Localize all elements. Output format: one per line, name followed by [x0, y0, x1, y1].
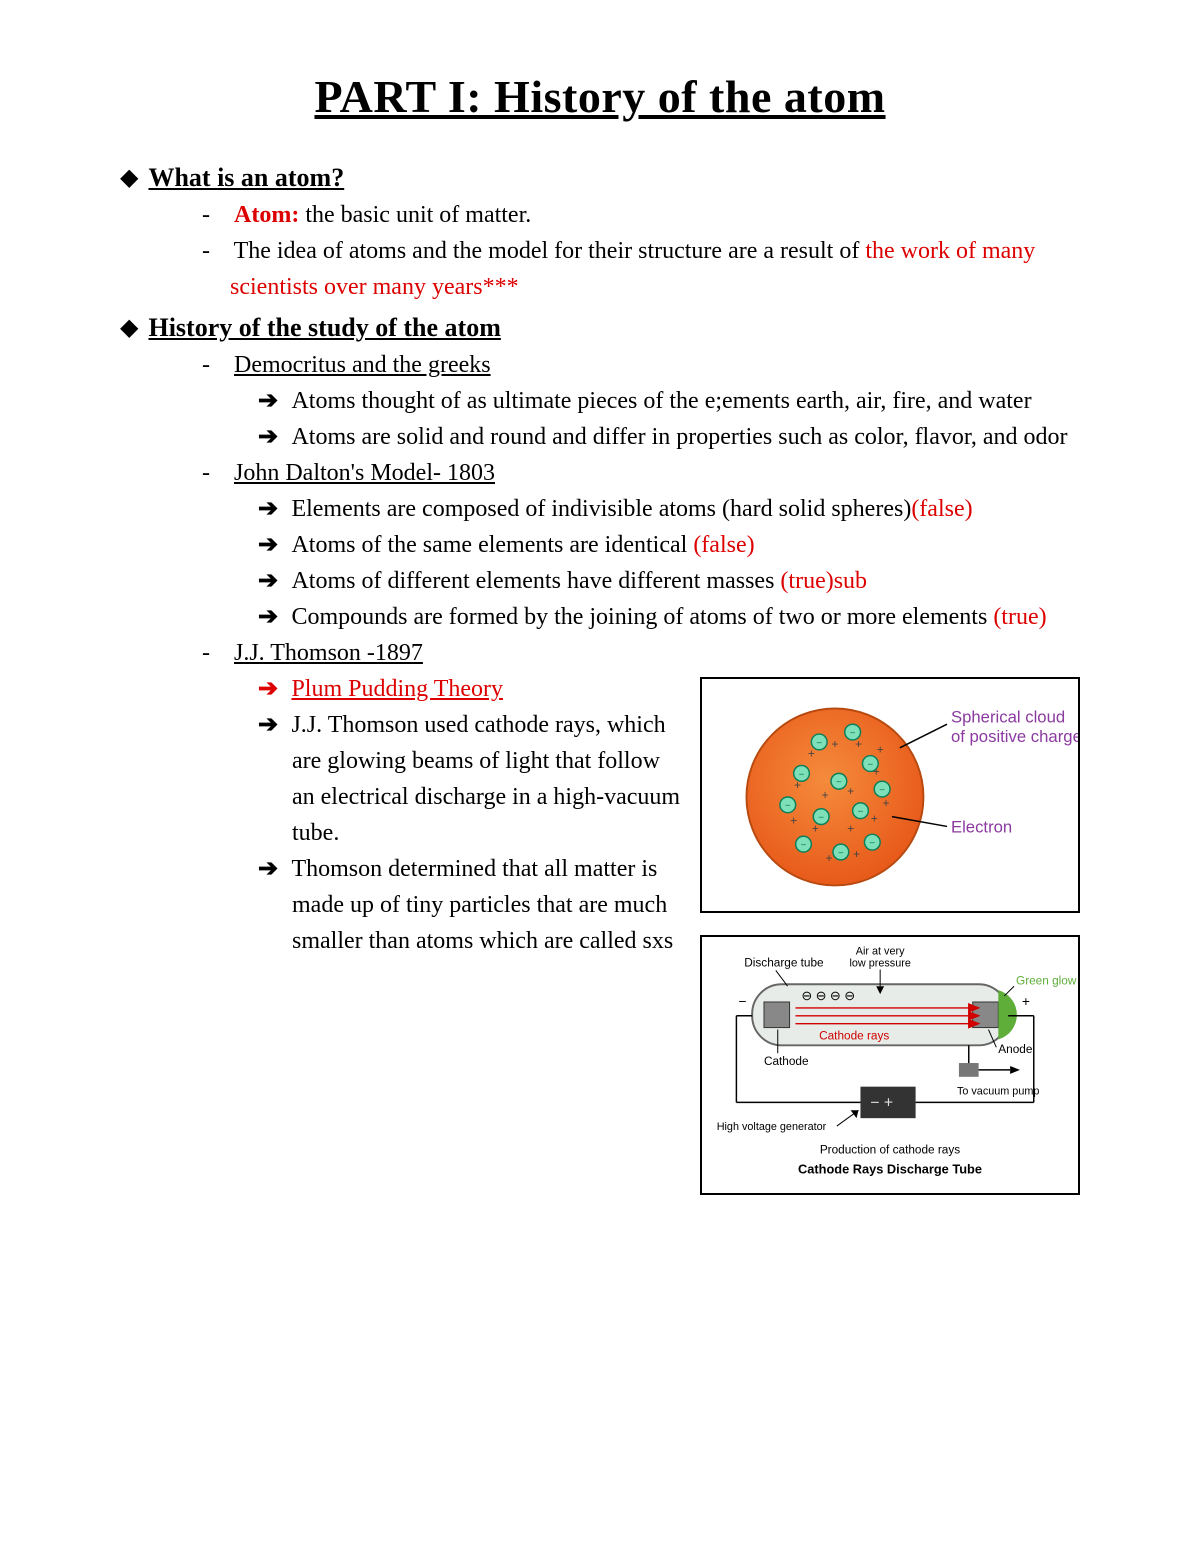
label-vacuum: To vacuum pump [957, 1086, 1039, 1098]
diamond-icon: ◆ [120, 166, 138, 190]
bullet-atom-def: Atom: the basic unit of matter. [230, 197, 1080, 233]
svg-text:+: + [871, 813, 878, 826]
svg-text:−: − [869, 838, 875, 849]
svg-text:−: − [785, 801, 791, 812]
section-header-text: History of the study of the atom [148, 313, 500, 343]
svg-text:+: + [1022, 994, 1030, 1009]
dalton-title: John Dalton's Model- 1803 [234, 460, 495, 486]
vacuum-valve [959, 1063, 979, 1077]
cathode-rays [795, 1004, 978, 1028]
svg-text:−: − [879, 785, 885, 796]
caption-1: Production of cathode rays [820, 1143, 960, 1157]
arrow-thomson-3: Thomson determined that all matter is ma… [292, 851, 688, 959]
label-cathode: Cathode [764, 1054, 809, 1068]
label-hv: High voltage generator [717, 1121, 827, 1133]
label-air-1: Air at very [856, 946, 905, 958]
note: (false) [693, 532, 754, 558]
svg-text:+: + [808, 748, 815, 761]
arrow-thomson-1: Plum Pudding Theory [292, 671, 688, 707]
text: Compounds are formed by the joining of a… [291, 604, 993, 630]
cathode-electrode [764, 1002, 790, 1028]
arrow-democritus-1: Atoms thought of as ultimate pieces of t… [292, 383, 1080, 419]
svg-text:+: + [853, 848, 860, 861]
text: Atoms of the same elements are identical [291, 532, 693, 558]
svg-text:−: − [738, 994, 746, 1009]
svg-text:−: − [850, 728, 856, 739]
text: Atoms thought of as ultimate pieces of t… [291, 388, 1031, 414]
label-discharge: Discharge tube [744, 956, 824, 970]
arrow-dalton-2: Atoms of the same elements are identical… [292, 527, 1080, 563]
label-cloud-2: of positive charge [951, 727, 1078, 746]
label-electron: Electron [951, 817, 1012, 836]
svg-text:+: + [877, 744, 884, 757]
plum-pudding-label: Plum Pudding Theory [291, 676, 503, 702]
arrow-dalton-1: Elements are composed of indivisible ato… [292, 491, 1080, 527]
atom-sphere [746, 708, 923, 885]
atom-label: Atom: [234, 202, 299, 228]
text: J.J. Thomson used cathode rays, which ar… [291, 712, 680, 846]
text: Atoms are solid and round and differ in … [291, 424, 1067, 450]
text: Thomson determined that all matter is ma… [291, 856, 673, 954]
electron-symbols: ⊖ ⊖ ⊖ ⊖ [801, 988, 855, 1003]
label-cloud-1: Spherical cloud [951, 707, 1065, 726]
section-what-is-atom: ◆ What is an atom? [120, 163, 1080, 193]
label-air-2: low pressure [849, 958, 910, 970]
atom-def-text: the basic unit of matter. [299, 202, 531, 228]
section-header-text: What is an atom? [148, 163, 344, 193]
svg-text:+: + [847, 822, 854, 835]
note: (false) [911, 496, 972, 522]
green-glow [998, 990, 1017, 1039]
bullet-thomson: J.J. Thomson -1897 [230, 635, 1080, 671]
svg-text:−: − [799, 769, 805, 780]
note: (true) [993, 604, 1046, 630]
thomson-title: J.J. Thomson -1897 [234, 640, 423, 666]
arrow-dalton-3: Atoms of different elements have differe… [292, 563, 1080, 599]
text: Elements are composed of indivisible ato… [291, 496, 911, 522]
svg-text:−: − [836, 777, 842, 788]
svg-text:+: + [847, 785, 854, 798]
svg-text:+: + [832, 738, 839, 751]
svg-text:−: − [801, 840, 807, 851]
bullet-dalton: John Dalton's Model- 1803 [230, 455, 1080, 491]
svg-text:−: − [816, 738, 822, 749]
svg-text:+: + [826, 852, 833, 865]
bullet-democritus: Democritus and the greeks [230, 347, 1080, 383]
label-anode: Anode [998, 1042, 1033, 1056]
page-title: PART I: History of the atom [120, 70, 1080, 123]
svg-text:− +: − + [870, 1094, 893, 1111]
svg-text:+: + [883, 797, 890, 810]
bullet-atom-idea: The idea of atoms and the model for thei… [230, 233, 1080, 305]
label-rays: Cathode rays [819, 1028, 889, 1042]
democritus-title: Democritus and the greeks [234, 352, 491, 378]
label-green: Green glow [1016, 973, 1077, 987]
arrow-dalton-4: Compounds are formed by the joining of a… [292, 599, 1080, 635]
caption-2: Cathode Rays Discharge Tube [798, 1161, 982, 1176]
figure-cathode-tube: ⊖ ⊖ ⊖ ⊖ Cathode rays − [700, 935, 1080, 1195]
arrow-thomson-2: J.J. Thomson used cathode rays, which ar… [292, 707, 688, 851]
svg-text:−: − [838, 848, 844, 859]
note: (true)sub [780, 568, 867, 594]
svg-text:+: + [790, 814, 797, 827]
diamond-icon: ◆ [120, 316, 138, 340]
text: Atoms of different elements have differe… [291, 568, 780, 594]
arrow-democritus-2: Atoms are solid and round and differ in … [292, 419, 1080, 455]
svg-text:−: − [818, 813, 824, 824]
section-history: ◆ History of the study of the atom [120, 313, 1080, 343]
svg-text:−: − [858, 807, 864, 818]
svg-text:+: + [822, 789, 829, 802]
idea-text-a: The idea of atoms and the model for thei… [234, 238, 866, 264]
figure-plum-pudding: +++++++++++++++ −−−−−−−−−−−− Spherical c… [700, 677, 1080, 913]
svg-text:−: − [867, 759, 873, 770]
